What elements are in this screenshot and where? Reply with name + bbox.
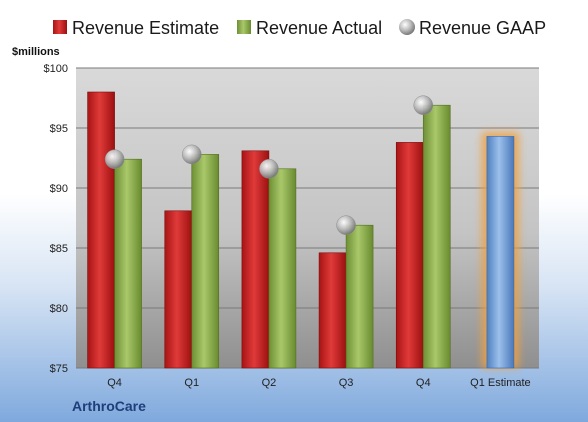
bar-estimate [395,142,424,369]
legend-swatch-actual [237,20,251,34]
y-tick-label: $80 [50,303,68,315]
bar-actual [345,224,374,369]
bar-actual [268,168,297,369]
bar-estimate [164,210,193,369]
x-tick-label: Q1 [184,377,199,389]
gaap-marker [413,95,433,115]
y-tick-label: $100 [44,63,68,75]
x-tick-label: Q4 [416,377,431,389]
bar-actual [191,154,220,369]
legend-label-gaap: Revenue GAAP [419,18,546,38]
gridlines [76,67,539,369]
legend-swatch-gaap [399,19,415,35]
bars [87,91,519,369]
x-axis-ticks: Q4 Q1 Q2 Q3 Q4 Q1 Estimate [107,377,530,389]
bar-actual-estimate [486,136,515,369]
gaap-marker [182,144,202,165]
legend-label-actual: Revenue Actual [256,18,382,38]
x-tick-label: Q1 Estimate [470,377,531,389]
y-tick-label: $75 [50,363,68,375]
x-tick-label: Q2 [262,377,277,389]
company-name: ArthroCare [72,398,146,414]
y-axis-unit-label: $millions [12,46,60,58]
legend-label-estimate: Revenue Estimate [72,18,219,38]
bar-estimate [241,150,270,369]
gaap-marker [259,159,279,179]
gaap-marker [336,215,356,235]
legend-swatch-estimate [53,20,67,34]
legend: Revenue Estimate Revenue Actual Revenue … [53,18,546,38]
plot-area [76,68,539,368]
bar-estimate [87,91,115,369]
gaap-marker [104,149,125,169]
y-tick-label: $90 [50,183,68,195]
y-axis-ticks: $100 $95 $90 $85 $80 $75 [44,63,68,375]
bar-actual [422,104,451,369]
x-tick-label: Q3 [339,377,354,389]
y-tick-label: $95 [50,123,68,135]
gaap-markers [104,95,433,235]
bar-actual [114,158,142,369]
y-tick-label: $85 [50,243,68,255]
bar-estimate [318,252,347,369]
x-tick-label: Q4 [107,377,122,389]
